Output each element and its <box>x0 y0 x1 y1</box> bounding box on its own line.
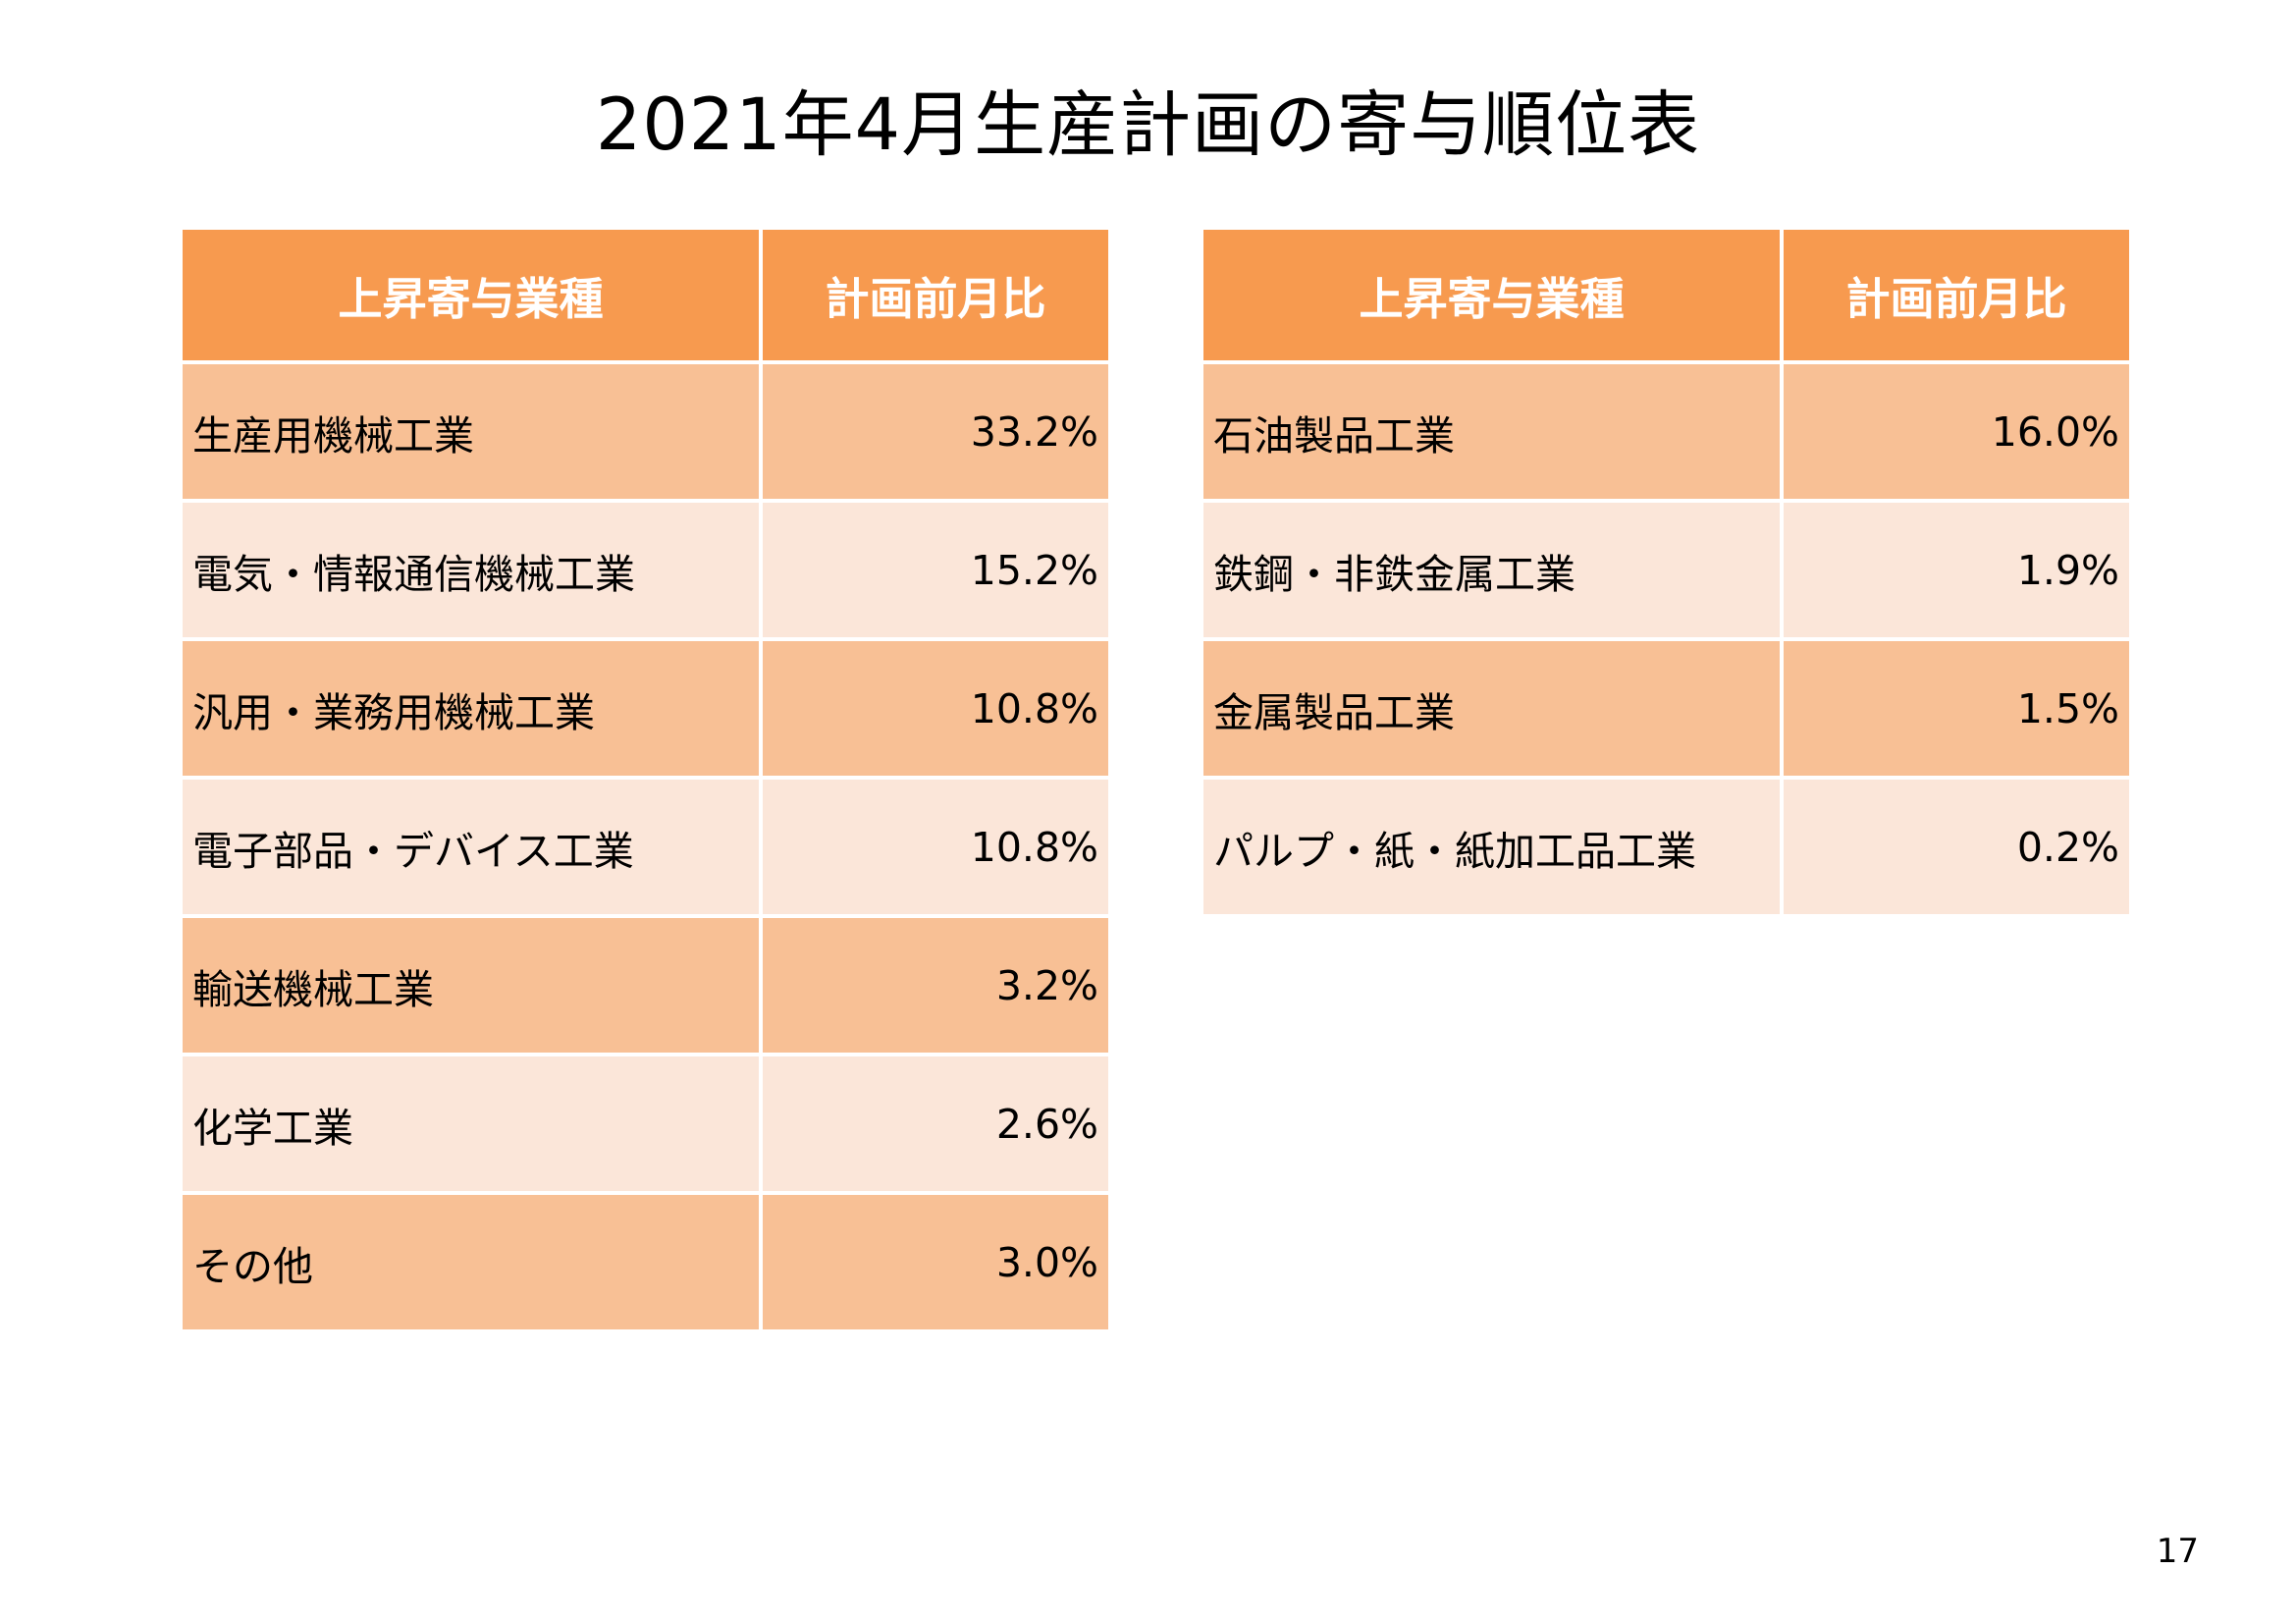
table-row: 金属製品工業 1.5% <box>1203 641 2129 776</box>
table-row: 生産用機械工業 33.2% <box>183 364 1108 499</box>
table-row: 石油製品工業 16.0% <box>1203 364 2129 499</box>
table-row: 化学工業 2.6% <box>183 1056 1108 1191</box>
industry-cell: その他 <box>183 1195 759 1329</box>
industry-cell: 電子部品・デバイス工業 <box>183 780 759 914</box>
page-title: 2021年4月生産計画の寄与順位表 <box>595 83 1701 167</box>
mom-column-header: 計画前月比 <box>763 230 1108 360</box>
industry-cell: 輸送機械工業 <box>183 918 759 1053</box>
table-row: 汎用・業務用機械工業 10.8% <box>183 641 1108 776</box>
table-row: 電気・情報通信機械工業 15.2% <box>183 503 1108 637</box>
industry-cell: 石油製品工業 <box>1203 364 1780 499</box>
value-cell: 3.0% <box>763 1195 1108 1329</box>
value-cell: 10.8% <box>763 641 1108 776</box>
value-cell: 1.5% <box>1784 641 2129 776</box>
value-cell: 3.2% <box>763 918 1108 1053</box>
mom-column-header: 計画前月比 <box>1784 230 2129 360</box>
right-contribution-table: 上昇寄与業種 計画前月比 石油製品工業 16.0% 鉄鋼・非鉄金属工業 1.9%… <box>1200 226 2133 918</box>
industry-cell: 電気・情報通信機械工業 <box>183 503 759 637</box>
value-cell: 15.2% <box>763 503 1108 637</box>
industry-column-header: 上昇寄与業種 <box>1203 230 1780 360</box>
table-row: その他 3.0% <box>183 1195 1108 1329</box>
page-number: 17 <box>2156 1532 2199 1571</box>
value-cell: 16.0% <box>1784 364 2129 499</box>
left-contribution-table: 上昇寄与業種 計画前月比 生産用機械工業 33.2% 電気・情報通信機械工業 1… <box>179 226 1112 1333</box>
value-cell: 0.2% <box>1784 780 2129 914</box>
value-cell: 33.2% <box>763 364 1108 499</box>
table-header-row: 上昇寄与業種 計画前月比 <box>183 230 1108 360</box>
table-row: 鉄鋼・非鉄金属工業 1.9% <box>1203 503 2129 637</box>
industry-cell: 汎用・業務用機械工業 <box>183 641 759 776</box>
table-header-row: 上昇寄与業種 計画前月比 <box>1203 230 2129 360</box>
value-cell: 10.8% <box>763 780 1108 914</box>
value-cell: 2.6% <box>763 1056 1108 1191</box>
industry-cell: 化学工業 <box>183 1056 759 1191</box>
value-cell: 1.9% <box>1784 503 2129 637</box>
table-row: 電子部品・デバイス工業 10.8% <box>183 780 1108 914</box>
industry-cell: 金属製品工業 <box>1203 641 1780 776</box>
industry-cell: 鉄鋼・非鉄金属工業 <box>1203 503 1780 637</box>
industry-cell: パルプ・紙・紙加工品工業 <box>1203 780 1780 914</box>
industry-cell: 生産用機械工業 <box>183 364 759 499</box>
table-row: 輸送機械工業 3.2% <box>183 918 1108 1053</box>
table-row: パルプ・紙・紙加工品工業 0.2% <box>1203 780 2129 914</box>
industry-column-header: 上昇寄与業種 <box>183 230 759 360</box>
